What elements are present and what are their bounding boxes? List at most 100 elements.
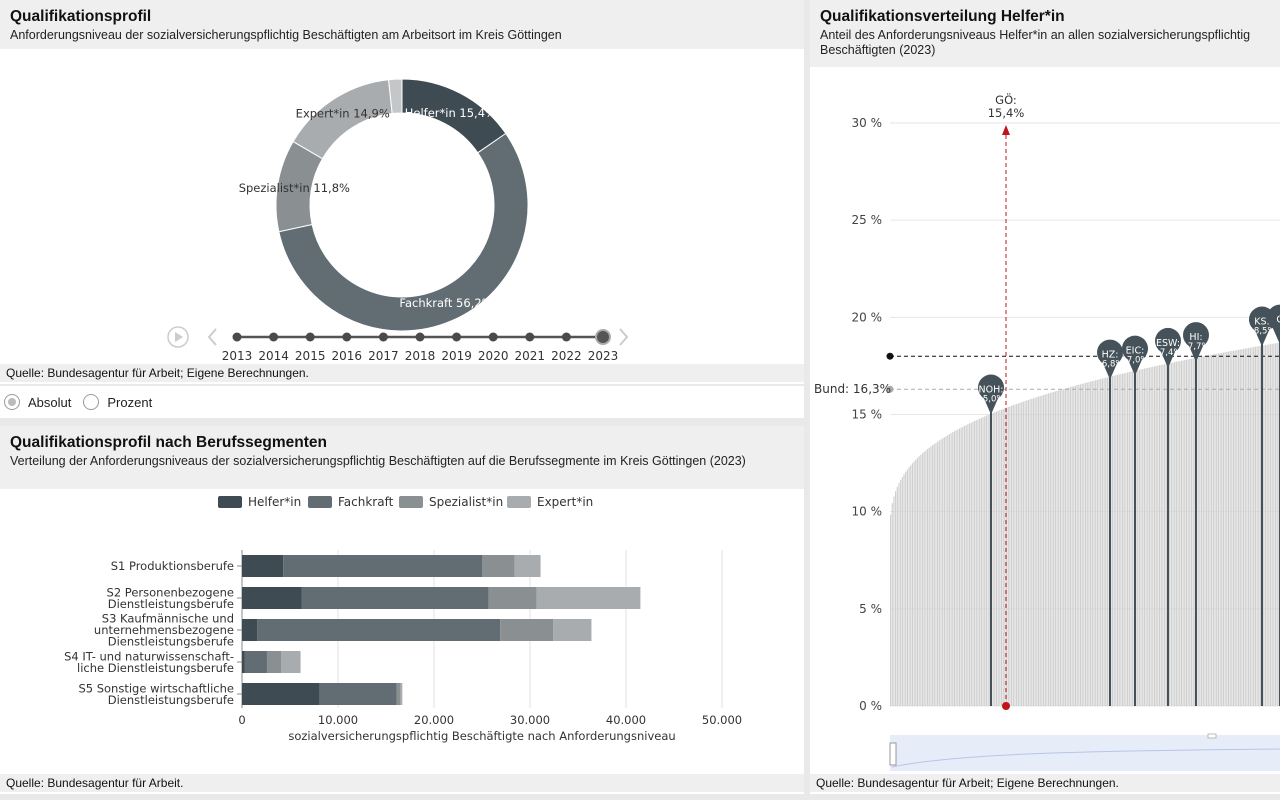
region-bar[interactable] [1012,405,1014,706]
region-bar[interactable] [970,422,972,706]
region-bar[interactable] [1209,355,1211,706]
region-bar[interactable] [1258,346,1260,706]
region-bar[interactable] [925,450,927,706]
bar-4-3[interactable] [266,651,282,673]
timeline-dot-2023[interactable] [595,329,611,345]
region-bar[interactable] [1059,389,1061,706]
region-bar[interactable] [896,486,898,706]
region-bar[interactable] [1222,352,1225,706]
timeline-dot-2020[interactable] [488,332,498,342]
bar-2-2[interactable] [301,587,489,609]
region-bar[interactable] [950,433,952,706]
bar-3-3[interactable] [500,619,554,641]
region-bar[interactable] [911,463,914,706]
region-bar[interactable] [1274,343,1277,706]
region-bar[interactable] [1016,403,1018,706]
region-bar[interactable] [1145,368,1147,706]
region-bar[interactable] [1184,360,1186,706]
region-bar[interactable] [953,431,956,706]
region-bar[interactable] [1041,395,1043,706]
region-bar[interactable] [1177,361,1179,706]
region-bar[interactable] [1022,401,1024,706]
region-bar[interactable] [980,417,982,706]
region-bar[interactable] [905,471,907,706]
region-bar[interactable] [1079,384,1082,706]
region-bar[interactable] [985,415,987,706]
region-bar[interactable] [1237,349,1240,706]
region-bar[interactable] [1224,352,1226,706]
region-bar[interactable] [1263,345,1265,706]
radio-prozent-dot[interactable] [83,394,100,410]
region-bar[interactable] [963,425,966,706]
region-bar[interactable] [1249,347,1251,706]
region-bar[interactable] [1182,360,1184,706]
bar-3-1[interactable] [242,619,258,641]
timeline-year-2021[interactable]: 2021 [515,349,546,363]
region-bar[interactable] [1069,387,1072,706]
region-bar[interactable] [1004,408,1006,706]
region-bar[interactable] [1086,382,1088,706]
region-bar[interactable] [898,483,900,706]
region-bar[interactable] [1061,389,1063,706]
region-bar[interactable] [1009,406,1011,706]
legend-swatch-2[interactable] [308,496,332,508]
play-icon[interactable] [167,326,189,348]
region-bar[interactable] [1264,345,1267,706]
region-bar[interactable] [1098,379,1100,706]
bar-3-2[interactable] [257,619,501,641]
region-bar[interactable] [1019,402,1021,706]
region-bar[interactable] [921,453,924,706]
region-bar[interactable] [1024,401,1026,706]
region-bar[interactable] [915,459,917,706]
region-bar[interactable] [1221,352,1223,706]
region-bar[interactable] [1212,354,1214,706]
region-bar[interactable] [1005,407,1008,706]
region-bar[interactable] [930,446,932,706]
region-bar[interactable] [1234,350,1236,706]
chevron-right-icon[interactable] [619,328,629,346]
marker-pin-1[interactable]: NOH:15,0% [977,374,1005,415]
region-bar[interactable] [1115,375,1117,706]
region-bar[interactable] [1056,390,1058,706]
region-bar[interactable] [1071,386,1073,706]
region-bar[interactable] [1106,377,1109,706]
region-bar[interactable] [1093,380,1095,706]
region-bar[interactable] [957,429,959,706]
region-bar[interactable] [1236,350,1238,706]
region-bar[interactable] [987,415,989,706]
timeline-dot-2019[interactable] [452,332,462,342]
region-bar[interactable] [1127,372,1129,706]
region-bar[interactable] [1068,387,1070,706]
region-bar[interactable] [1000,409,1003,706]
region-bar[interactable] [1095,380,1097,706]
region-bar[interactable] [1271,343,1273,706]
region-bar[interactable] [1128,372,1130,706]
timeline-year-2015[interactable]: 2015 [295,349,326,363]
navigator-scroll-handle[interactable] [1207,733,1217,739]
region-bar[interactable] [1053,391,1055,706]
highlight-dot[interactable] [1002,702,1010,710]
region-bar[interactable] [1101,378,1103,706]
bar-1-4[interactable] [514,555,541,577]
region-bar[interactable] [1039,396,1041,706]
timeline-year-2020[interactable]: 2020 [478,349,509,363]
chevron-left-icon[interactable] [207,328,217,346]
bar-3-4[interactable] [553,619,592,641]
region-bar[interactable] [1066,387,1068,706]
region-bar[interactable] [1179,361,1181,706]
region-bar[interactable] [1232,350,1235,706]
timeline-year-2022[interactable]: 2022 [551,349,582,363]
region-bar[interactable] [1150,367,1152,706]
region-bar[interactable] [1031,398,1033,706]
region-bar[interactable] [1021,402,1023,706]
region-bar[interactable] [1002,408,1004,706]
timeline-year-2019[interactable]: 2019 [441,349,472,363]
region-bar[interactable] [1157,365,1159,706]
region-bar[interactable] [1048,393,1050,706]
region-bar[interactable] [1206,355,1208,706]
region-bar[interactable] [895,491,897,706]
region-bar[interactable] [935,442,937,706]
marker-pin-5[interactable]: HI:17,7% [1182,322,1210,363]
region-bar[interactable] [945,436,947,706]
timeline-dot-2015[interactable] [305,332,315,342]
